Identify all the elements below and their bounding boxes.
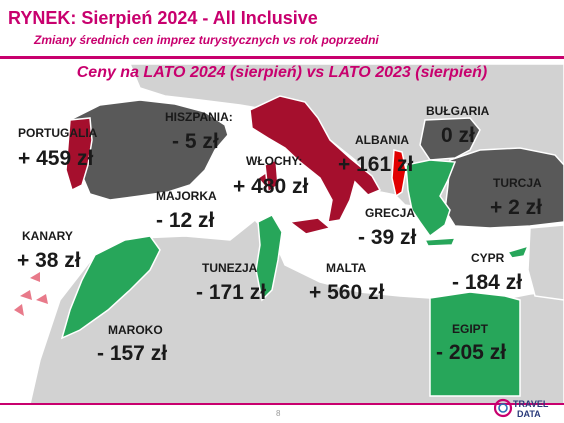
label-maroko: MAROKO: [108, 323, 163, 337]
sardinia-shape: [264, 158, 279, 194]
spain-shape: [68, 99, 229, 201]
sicily-shape: [288, 217, 332, 235]
price-albania: + 161 zł: [338, 153, 414, 176]
crete-shape: [423, 237, 457, 247]
price-tunezja: - 171 zł: [196, 281, 267, 304]
label-cypr: CYPR: [471, 251, 505, 265]
price-egipt: - 205 zł: [436, 341, 507, 364]
logo-text-bottom: DATA: [517, 409, 541, 419]
label-turcja: TURCJA: [493, 176, 542, 190]
price-kanary: + 38 zł: [17, 249, 81, 272]
label-portugalia: PORTUGALIA: [18, 126, 98, 140]
price-majorka: - 12 zł: [156, 209, 215, 232]
label-hiszpania: HISZPANIA:: [165, 110, 233, 124]
travel-data-logo: TRAVEL DATA: [494, 398, 549, 419]
canary-islands-shape: [14, 272, 48, 316]
egypt-shape: [429, 291, 521, 397]
tunisia-shape: [255, 214, 283, 302]
price-grecja: - 39 zł: [358, 226, 417, 249]
label-tunezja: TUNEZJA: [202, 261, 258, 275]
label-malta: MALTA: [326, 261, 367, 275]
slide-title: RYNEK: Sierpień 2024 - All Inclusive: [8, 8, 318, 28]
price-hiszpania: - 5 zł: [172, 130, 219, 153]
label-wlochy: WŁOCHY:: [246, 154, 303, 168]
morocco-shape: [60, 235, 161, 340]
price-wlochy: + 480 zł: [233, 175, 309, 198]
bulgaria-shape: [419, 117, 481, 161]
label-egipt: EGIPT: [452, 322, 489, 336]
italy-shape: [249, 95, 382, 223]
greece-shape: [405, 159, 457, 238]
label-kanary: KANARY: [22, 229, 73, 243]
comparison-banner: Ceny na LATO 2024 (sierpień) vs LATO 202…: [76, 64, 488, 81]
label-majorka: MAJORKA: [156, 189, 217, 203]
label-albania: ALBANIA: [355, 133, 409, 147]
top-divider: [0, 56, 564, 59]
price-bulgaria: 0 zł: [441, 124, 475, 147]
label-grecja: GRECJA: [365, 206, 416, 220]
price-cypr: - 184 zł: [452, 271, 523, 294]
portugal-shape: [65, 117, 93, 192]
middle-east-land: [527, 224, 564, 301]
label-bulgaria: BUŁGARIA: [426, 104, 490, 118]
slide-subtitle: Zmiany średnich cen imprez turystycznych…: [34, 33, 379, 47]
albania-shape: [391, 149, 407, 198]
cyprus-shape: [506, 244, 530, 259]
europe-map: [0, 64, 564, 404]
bottom-divider: [0, 403, 564, 405]
price-portugalia: + 459 zł: [18, 147, 94, 170]
logo-text-top: TRAVEL: [513, 399, 549, 409]
price-maroko: - 157 zł: [97, 342, 168, 365]
page-number: 8: [276, 409, 281, 418]
price-turcja: + 2 zł: [490, 196, 542, 219]
price-malta: + 560 zł: [309, 281, 385, 304]
